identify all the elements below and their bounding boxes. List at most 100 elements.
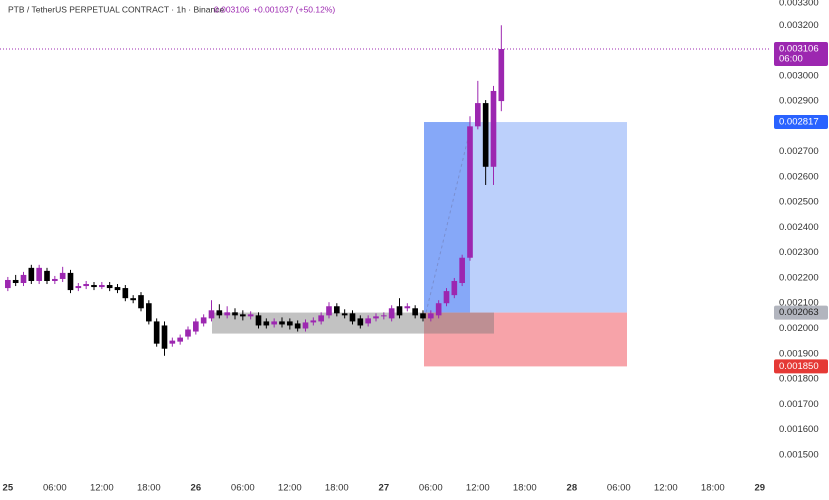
candle-body	[44, 270, 50, 281]
candle-body	[224, 312, 230, 316]
target-zone-elapsed	[424, 122, 470, 313]
candle-body	[443, 291, 450, 304]
candle-body	[365, 318, 371, 324]
candle-body	[130, 298, 136, 301]
candle-body	[310, 320, 317, 323]
candle-body	[459, 257, 465, 284]
trend-dash	[425, 129, 471, 313]
candle-body	[138, 295, 144, 309]
x-tick-label: 12:00	[90, 483, 114, 494]
candle-body	[467, 126, 473, 258]
y-tick-label: 0.002100	[779, 298, 819, 309]
candle-body	[318, 315, 324, 322]
x-tick-label: 25	[3, 483, 14, 494]
candle-body	[428, 313, 434, 319]
candle-body	[169, 340, 176, 344]
candle-body	[482, 103, 489, 167]
x-tick-label: 12:00	[654, 483, 678, 494]
candle-body	[99, 285, 105, 288]
y-tick-label: 0.002500	[779, 197, 819, 208]
candle-body	[146, 303, 152, 322]
x-tick-label: 28	[567, 483, 578, 494]
y-tick-label: 0.002900	[779, 96, 819, 107]
x-tick-label: 18:00	[137, 483, 161, 494]
candle-body	[357, 318, 364, 326]
y-tick-label: 0.002300	[779, 247, 819, 258]
target-price-box	[774, 115, 828, 130]
candle-body	[287, 321, 293, 326]
candle-body	[122, 288, 129, 299]
candle-body	[91, 285, 97, 288]
y-tick-label: 0.002400	[779, 222, 819, 233]
countdown-label: 06:00	[779, 54, 803, 65]
header-change: +0.001037 (+50.12%)	[253, 4, 335, 14]
stop-price-box	[774, 359, 828, 374]
candle-body	[326, 306, 332, 316]
x-tick-label: 18:00	[325, 483, 349, 494]
candle-body	[20, 274, 27, 284]
target-price-label: 0.002817	[779, 117, 819, 128]
y-tick-label: 0.001700	[779, 399, 819, 410]
candle-body	[36, 267, 42, 281]
y-tick-label: 0.002000	[779, 323, 819, 334]
y-tick-label: 0.001600	[779, 424, 819, 435]
y-tick-label: 0.002700	[779, 146, 819, 157]
candle-body	[294, 323, 301, 329]
y-tick-label: 0.002200	[779, 272, 819, 283]
y-tick-label: 0.002600	[779, 171, 819, 182]
candle-body	[177, 337, 183, 342]
candle-body	[490, 90, 497, 167]
candle-body	[28, 267, 35, 281]
x-tick-label: 06:00	[607, 483, 631, 494]
candle-body	[255, 315, 262, 326]
candle-body	[12, 279, 19, 284]
x-tick-label: 27	[379, 483, 390, 494]
candle-body	[208, 310, 215, 319]
y-tick-label: 0.001800	[779, 374, 819, 385]
x-tick-label: 06:00	[419, 483, 443, 494]
header-price: 0.003106	[214, 4, 250, 14]
candle-body	[193, 321, 199, 332]
candle-body	[106, 285, 113, 289]
candle-body	[59, 272, 66, 279]
candle-body	[396, 306, 403, 316]
last-price-box	[774, 42, 828, 67]
candle-body	[381, 315, 387, 317]
last-price-label: 0.003106	[779, 44, 819, 55]
candle-body	[67, 272, 74, 291]
candle-body	[341, 313, 348, 316]
candle-body	[349, 313, 356, 322]
candle-body	[279, 321, 285, 325]
candle-body	[232, 312, 238, 316]
x-tick-label: 18:00	[513, 483, 537, 494]
entry-price-box	[774, 305, 828, 320]
x-tick-label: 06:00	[231, 483, 255, 494]
candle-body	[388, 308, 395, 319]
x-tick-label: 12:00	[278, 483, 302, 494]
x-tick-label: 06:00	[43, 483, 67, 494]
candle-body	[302, 322, 309, 329]
candle-body	[263, 321, 270, 326]
candle-body	[451, 280, 458, 296]
y-tick-label: 0.001500	[779, 449, 819, 460]
entry-price-label: 0.002063	[779, 307, 819, 318]
candle-body	[75, 286, 82, 289]
x-tick-label: 26	[191, 483, 202, 494]
y-tick-label: 0.001900	[779, 348, 819, 359]
x-tick-label: 18:00	[701, 483, 725, 494]
y-tick-label: 0.003000	[779, 70, 819, 81]
candle-body	[161, 325, 168, 349]
candle-body	[271, 321, 277, 325]
candle-body	[373, 316, 379, 319]
candle-body	[334, 306, 340, 314]
candle-body	[200, 317, 207, 324]
x-tick-label: 29	[755, 483, 766, 494]
x-tick-label: 12:00	[466, 483, 490, 494]
candle-body	[216, 310, 223, 316]
stop-zone	[424, 312, 627, 367]
symbol-title: PTB / TetherUS PERPETUAL CONTRACT · 1h ·…	[8, 4, 224, 14]
candle-body	[240, 314, 246, 317]
candle-body	[83, 284, 89, 287]
